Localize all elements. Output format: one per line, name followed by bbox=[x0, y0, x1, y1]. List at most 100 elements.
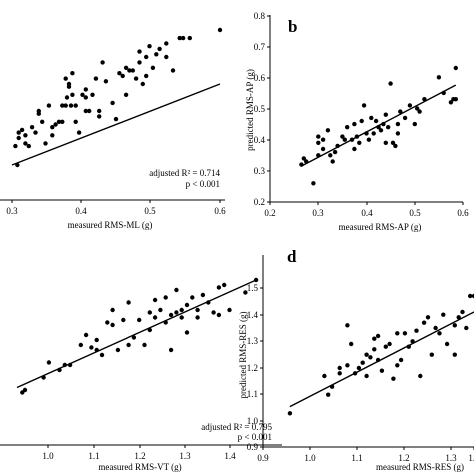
data-point bbox=[180, 35, 186, 41]
data-point bbox=[436, 75, 442, 80]
data-point bbox=[441, 90, 446, 96]
data-point bbox=[57, 367, 62, 373]
data-point bbox=[329, 384, 335, 389]
data-point bbox=[152, 315, 158, 320]
data-point bbox=[83, 87, 89, 92]
data-point bbox=[395, 363, 400, 368]
data-point bbox=[40, 119, 45, 125]
data-point bbox=[184, 302, 190, 308]
data-point bbox=[471, 293, 474, 299]
data-point bbox=[316, 153, 321, 158]
x-tick-label: 1.0 bbox=[304, 453, 316, 463]
data-point bbox=[66, 84, 72, 89]
data-point bbox=[83, 108, 89, 114]
data-point bbox=[105, 320, 110, 325]
data-point bbox=[383, 112, 388, 117]
data-point bbox=[13, 143, 18, 149]
x-tick-label: 0.4 bbox=[75, 206, 87, 216]
data-point bbox=[390, 140, 396, 145]
data-point bbox=[372, 347, 377, 352]
data-point bbox=[425, 315, 431, 320]
x-tick-label: 0.3 bbox=[312, 208, 324, 218]
y-axis-label: predicted RMS-AP (g) bbox=[245, 69, 255, 151]
y-tick-label: 0.4 bbox=[254, 135, 266, 145]
data-point bbox=[395, 131, 401, 136]
data-point bbox=[168, 347, 174, 353]
data-point bbox=[320, 146, 326, 152]
data-point bbox=[352, 121, 357, 127]
data-point bbox=[60, 103, 65, 108]
data-point bbox=[349, 341, 354, 347]
data-point bbox=[349, 137, 355, 142]
data-point bbox=[174, 310, 179, 315]
data-point bbox=[23, 133, 28, 138]
data-point bbox=[407, 103, 413, 108]
x-tick-label: 0.6 bbox=[214, 206, 226, 216]
data-point bbox=[144, 73, 149, 79]
data-point bbox=[299, 162, 304, 167]
data-point bbox=[97, 108, 102, 114]
data-point bbox=[364, 131, 369, 136]
data-point bbox=[415, 106, 420, 111]
data-point bbox=[376, 125, 381, 130]
data-point bbox=[378, 128, 384, 133]
data-point bbox=[113, 116, 119, 122]
data-point bbox=[110, 322, 115, 328]
data-point bbox=[177, 35, 182, 41]
data-point bbox=[130, 68, 135, 73]
data-point bbox=[243, 290, 248, 295]
y-tick-label: 0.2 bbox=[254, 197, 265, 207]
data-point bbox=[414, 328, 419, 333]
data-point bbox=[364, 373, 369, 379]
data-point bbox=[422, 97, 427, 102]
data-point bbox=[361, 103, 367, 108]
y-axis-label: predicted RMS-RES (g) bbox=[238, 312, 248, 399]
data-point bbox=[33, 130, 38, 135]
data-point bbox=[131, 335, 137, 340]
data-point bbox=[43, 141, 48, 146]
data-point bbox=[464, 325, 469, 331]
data-point bbox=[120, 73, 125, 79]
data-point bbox=[62, 362, 67, 368]
data-point bbox=[142, 342, 147, 348]
data-point bbox=[387, 341, 392, 347]
data-point bbox=[179, 307, 184, 313]
data-point bbox=[26, 143, 31, 149]
data-point bbox=[395, 121, 401, 127]
data-point bbox=[121, 317, 126, 323]
data-point bbox=[342, 137, 347, 142]
data-point bbox=[418, 373, 423, 379]
data-point bbox=[452, 323, 457, 328]
y-tick-label: 1.4 bbox=[247, 310, 259, 320]
data-point bbox=[357, 140, 362, 145]
x-axis-label: measured RMS-ML (g) bbox=[68, 220, 153, 230]
data-point bbox=[375, 333, 381, 339]
data-point bbox=[304, 159, 309, 164]
data-point bbox=[87, 108, 92, 114]
data-point bbox=[468, 293, 473, 299]
x-tick-label: 0.4 bbox=[361, 208, 373, 218]
data-point bbox=[140, 81, 145, 87]
data-point bbox=[444, 341, 450, 347]
data-point bbox=[311, 181, 316, 186]
data-point bbox=[453, 97, 458, 102]
data-point bbox=[287, 411, 293, 416]
data-point bbox=[406, 344, 411, 349]
data-point bbox=[460, 309, 465, 315]
data-point bbox=[68, 103, 74, 108]
y-tick-label: 1.5 bbox=[247, 283, 259, 293]
x-tick-label: 0.2 bbox=[264, 208, 275, 218]
data-point bbox=[379, 368, 385, 373]
data-point bbox=[437, 331, 442, 336]
data-point bbox=[217, 27, 223, 33]
data-point bbox=[174, 287, 179, 293]
data-point bbox=[253, 277, 259, 283]
data-point bbox=[402, 331, 408, 336]
data-point bbox=[93, 76, 99, 81]
regression-line bbox=[289, 311, 474, 408]
data-point bbox=[100, 60, 105, 65]
data-point bbox=[123, 65, 129, 71]
data-point bbox=[352, 146, 357, 152]
data-point bbox=[326, 392, 331, 397]
data-point bbox=[36, 111, 41, 116]
